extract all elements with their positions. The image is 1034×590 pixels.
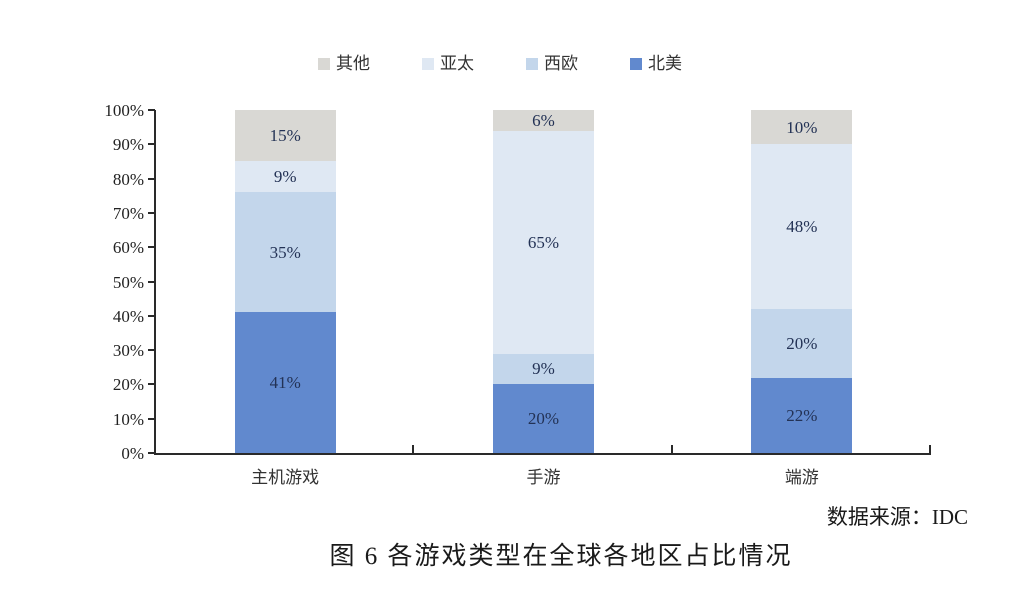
bar-segment-label: 6% xyxy=(532,110,555,130)
y-axis-tick xyxy=(148,280,155,283)
bar-segment-label: 20% xyxy=(786,333,818,353)
bar-segment: 10% xyxy=(751,110,853,145)
bar-segment-label: 65% xyxy=(527,232,560,252)
legend-swatch-icon xyxy=(526,57,538,70)
x-axis-label: 端游 xyxy=(784,468,819,487)
y-axis-tick xyxy=(148,452,155,454)
bar-segment-label: 48% xyxy=(786,217,818,237)
legend-swatch-icon xyxy=(422,57,434,70)
legend-swatch-icon xyxy=(318,57,330,70)
y-axis-label: 30% xyxy=(112,341,144,361)
y-axis-tick xyxy=(148,211,155,214)
bar-segment: 22% xyxy=(751,377,853,453)
y-axis-tick xyxy=(148,417,155,420)
bar-segment-label: 9% xyxy=(532,359,555,379)
bar-segment: 48% xyxy=(751,144,853,309)
bar-segment-label: 22% xyxy=(786,405,818,425)
y-axis-label: 60% xyxy=(112,238,144,258)
y-axis-label: 70% xyxy=(112,203,144,223)
y-axis-tick xyxy=(148,383,155,386)
bar-segment-label: 41% xyxy=(269,373,301,393)
bar-segment-label: 10% xyxy=(786,117,818,137)
x-axis-tick xyxy=(670,445,673,453)
bar-segment: 35% xyxy=(234,192,336,313)
y-axis-label: 20% xyxy=(112,375,144,395)
bar: 22% 20% 48% 10% xyxy=(751,110,853,453)
legend-item: 其他 xyxy=(318,55,370,72)
y-axis-tick xyxy=(148,314,155,317)
plot-area: 0% 10% 20% 30% 40% 50% 60% 70% 80% 90% 100% 41% 35% 9… xyxy=(104,102,931,486)
legend-label: 西欧 xyxy=(544,54,578,73)
source-note: 数据来源：IDC xyxy=(826,505,968,529)
figure-caption: 图 6 各游戏类型在全球各地区占比情况 xyxy=(329,543,793,570)
y-axis-label: 50% xyxy=(112,272,144,292)
chart-legend: 其他 亚太 西欧 北美 xyxy=(0,55,1000,72)
bar-segment: 6% xyxy=(493,110,594,131)
legend-label: 亚太 xyxy=(440,54,474,73)
legend-item: 亚太 xyxy=(422,55,474,72)
bar-segment-label: 35% xyxy=(269,242,301,262)
y-axis-label: 80% xyxy=(112,169,144,189)
bar-segment: 20% xyxy=(751,308,853,378)
legend-item: 北美 xyxy=(630,55,682,72)
legend-item: 西欧 xyxy=(526,55,578,72)
y-axis-tick xyxy=(148,177,155,180)
bar-segment-label: 15% xyxy=(269,126,301,146)
bar-segment: 41% xyxy=(234,312,336,453)
bar-segment-label: 20% xyxy=(527,409,560,429)
legend-label: 北美 xyxy=(648,54,682,73)
bar-segment: 15% xyxy=(234,110,336,162)
bar: 20% 9% 65% 6% xyxy=(493,110,594,453)
bar-segment: 9% xyxy=(493,353,594,385)
bar-segment-label: 9% xyxy=(273,167,297,187)
y-axis-label: 0% xyxy=(121,444,144,463)
x-axis-label: 主机游戏 xyxy=(251,468,320,487)
bar-segment: 20% xyxy=(493,384,594,453)
y-axis-label: 100% xyxy=(104,101,144,120)
y-axis-label: 90% xyxy=(112,135,144,155)
y-axis-tick xyxy=(148,109,155,111)
bar-segment: 9% xyxy=(234,161,336,193)
y-axis-tick xyxy=(148,246,155,249)
x-axis-tick xyxy=(412,445,415,453)
y-axis-label: 40% xyxy=(112,306,144,326)
legend-label: 其他 xyxy=(336,54,370,73)
x-axis-label: 手游 xyxy=(526,468,561,487)
y-axis-label: 10% xyxy=(112,409,144,429)
x-axis-tick xyxy=(929,445,931,453)
y-axis-tick xyxy=(148,143,155,146)
y-axis-tick xyxy=(148,349,155,352)
bar-segment: 65% xyxy=(493,130,594,354)
bar: 41% 35% 9% 15% xyxy=(234,110,336,453)
legend-swatch-icon xyxy=(630,57,642,70)
